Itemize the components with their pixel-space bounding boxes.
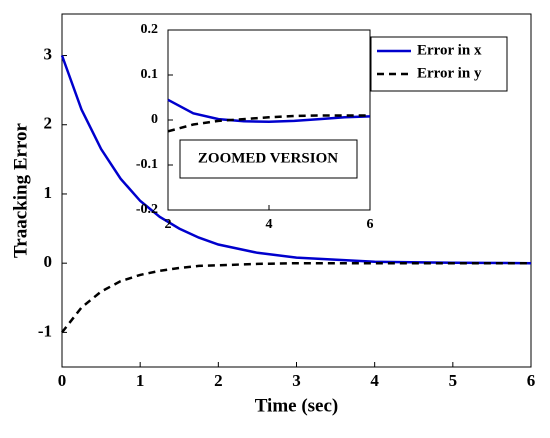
x-tick-label: 0 xyxy=(58,371,67,390)
y-tick-label: 0.2 xyxy=(141,22,159,37)
annotation: ZOOMED VERSION xyxy=(198,150,338,166)
annotation-box xyxy=(179,139,358,179)
y-tick-label: 0 xyxy=(44,252,53,271)
legend-box xyxy=(370,36,508,92)
series-line xyxy=(60,55,532,265)
y-tick-label: 0 xyxy=(151,112,158,127)
x-tick-label: 3 xyxy=(292,371,301,390)
x-tick-label: 6 xyxy=(367,217,374,232)
y-axis-label: Traacking Error xyxy=(10,122,31,257)
y-tick-label: 2 xyxy=(44,114,53,133)
x-tick-label: 1 xyxy=(136,371,145,390)
y-tick-label: -0.2 xyxy=(136,202,158,217)
series-line xyxy=(167,98,371,124)
x-tick-label: 2 xyxy=(165,217,172,232)
series-line xyxy=(61,261,531,334)
x-tick-label: 6 xyxy=(527,371,536,390)
x-tick-label: 2 xyxy=(214,371,223,390)
chart-panel: 2 4 6 -0.2 -0.1 0 0.1 0.2 ZOOMED VERSION xyxy=(136,22,374,232)
legend-label: Error in y xyxy=(417,65,482,81)
x-tick-label: 4 xyxy=(370,371,379,390)
y-tick-label: -0.1 xyxy=(136,157,158,172)
y-tick-label: 0.1 xyxy=(141,67,159,82)
y-tick-label: 1 xyxy=(44,183,53,202)
legend-label: Error in x xyxy=(417,42,482,58)
plot-area xyxy=(167,29,371,211)
series-line xyxy=(167,114,370,133)
x-tick-label: 4 xyxy=(266,217,273,232)
y-tick-label: 3 xyxy=(44,44,53,63)
x-tick-label: 5 xyxy=(449,371,458,390)
y-tick-label: -1 xyxy=(38,321,52,340)
x-axis-label: Time (sec) xyxy=(255,395,339,416)
